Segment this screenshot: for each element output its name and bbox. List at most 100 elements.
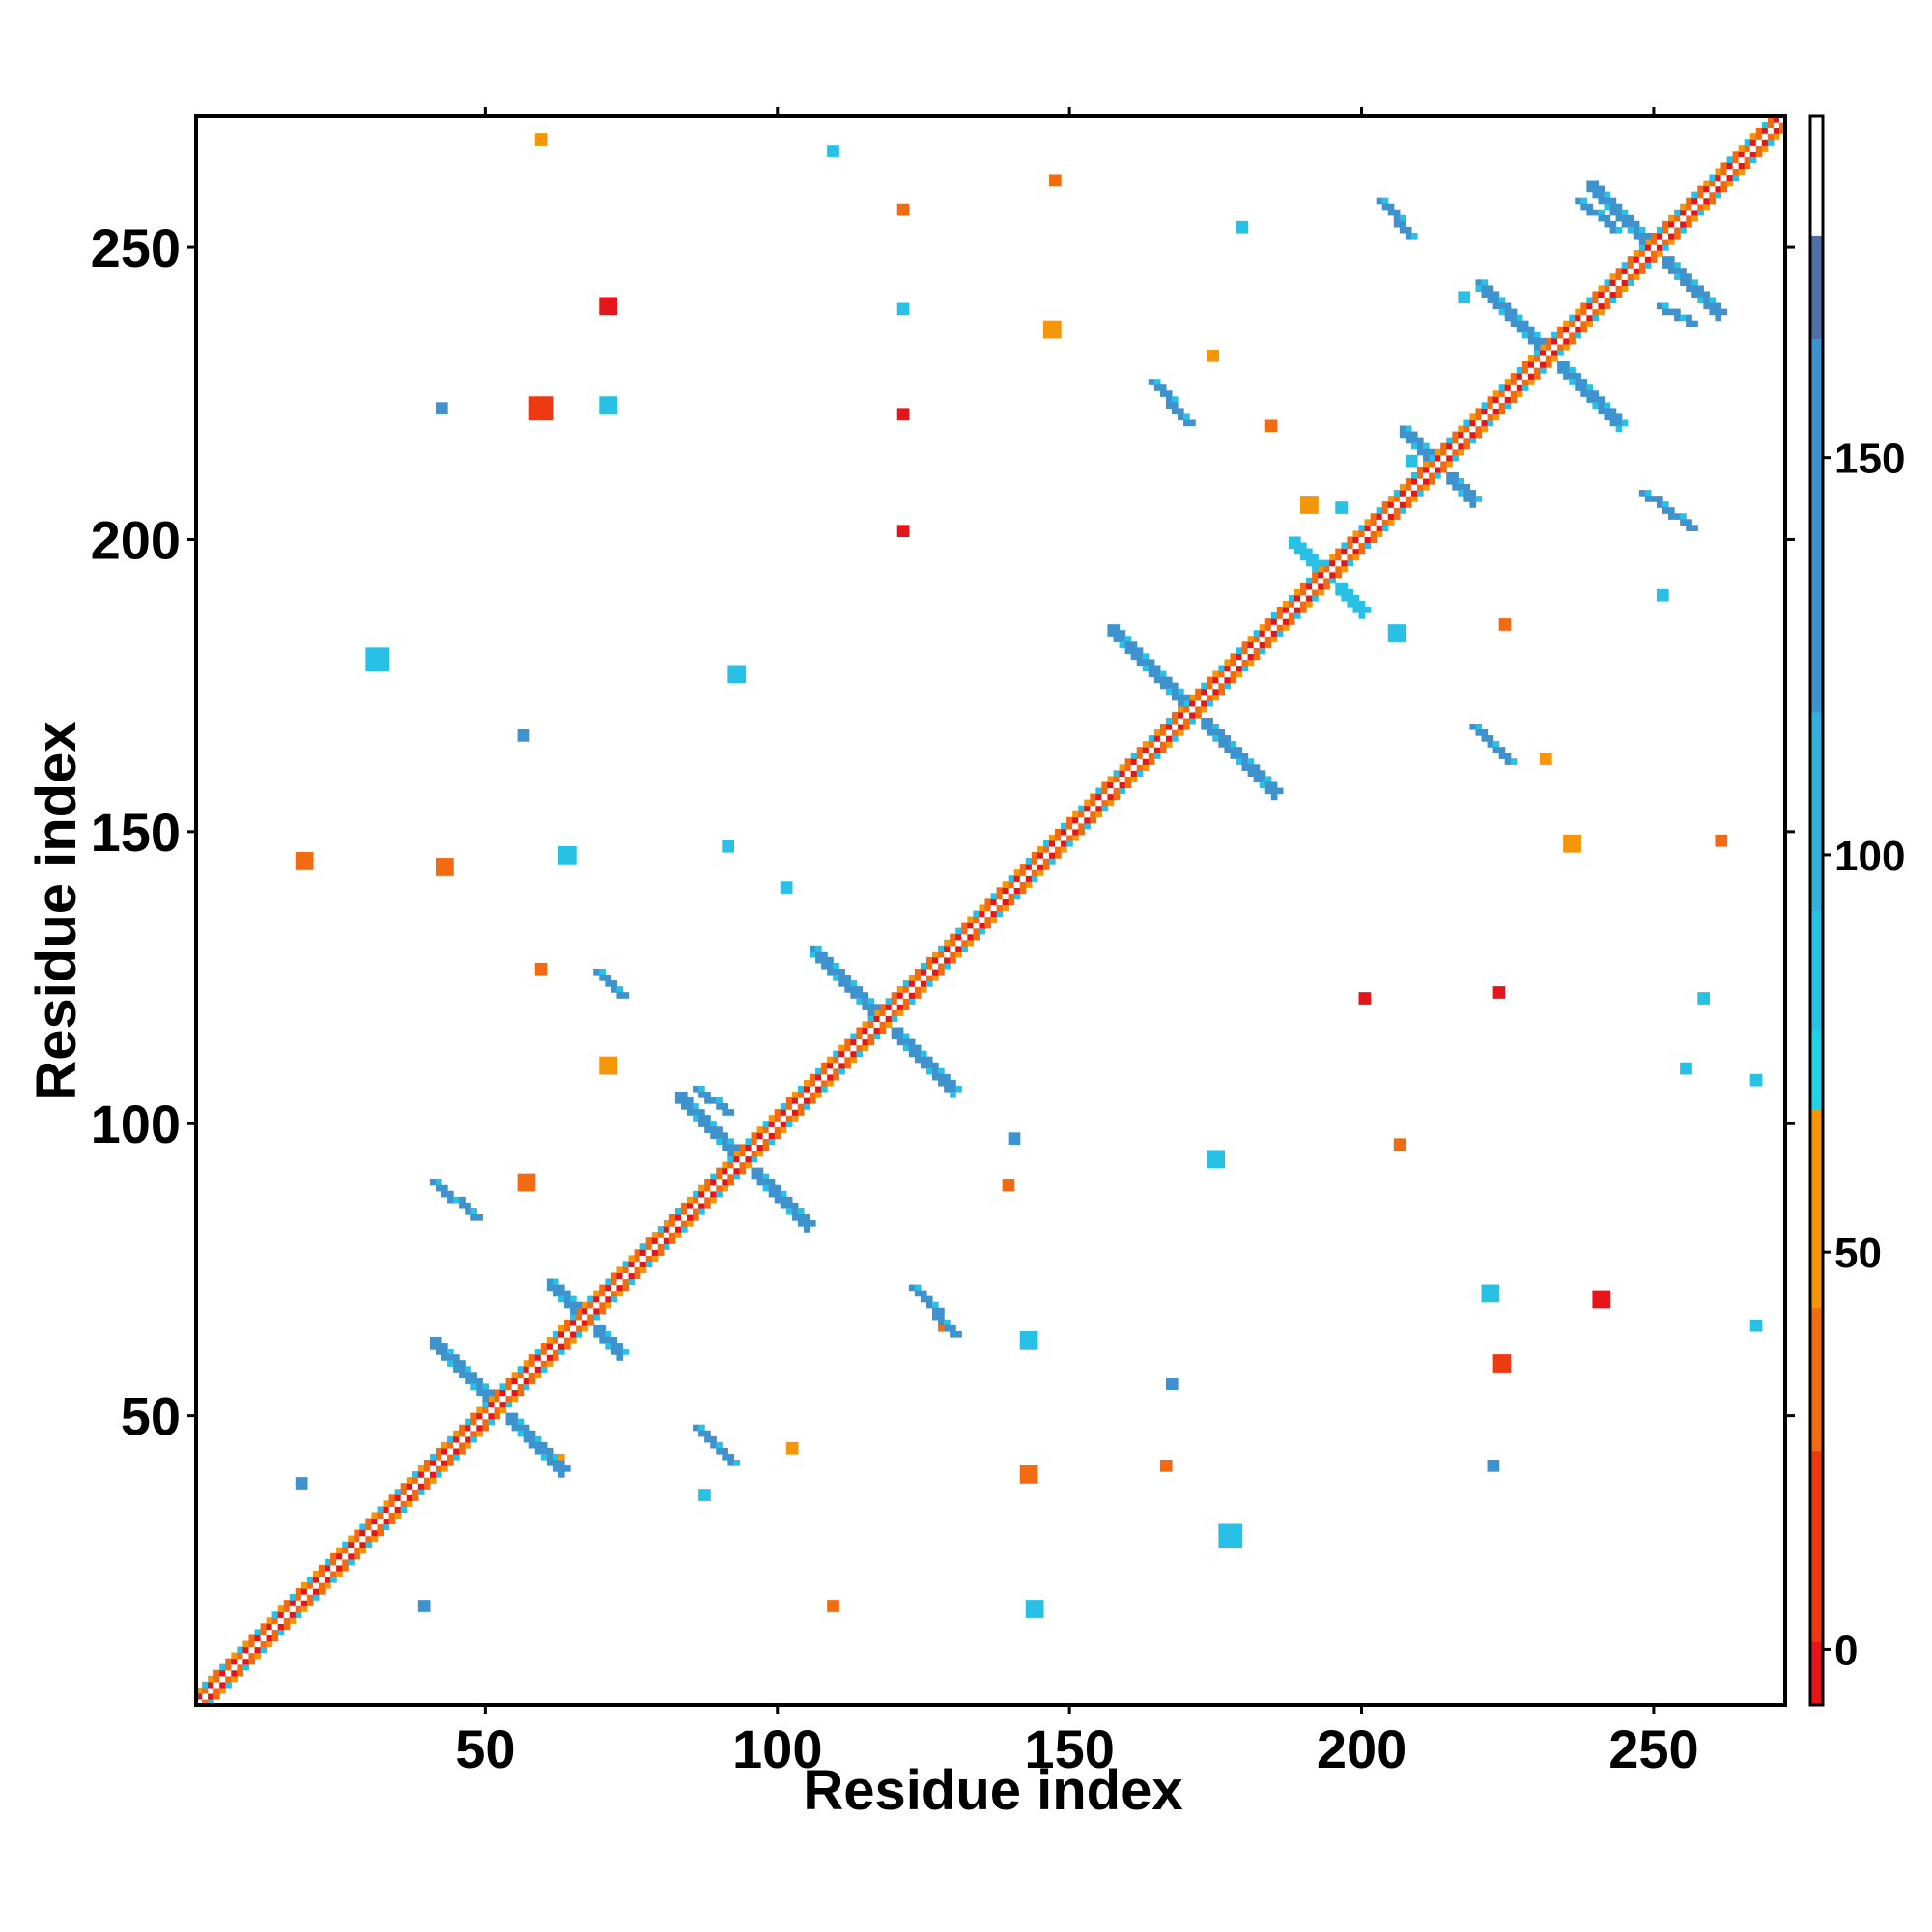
antiparallel-contact-cell [429,1336,437,1344]
diagonal-cell [1090,799,1096,807]
antiparallel-contact-cell [1609,419,1617,427]
antiparallel-contact-cell [867,1004,875,1010]
diagonal-cell [1376,525,1383,531]
antiparallel-contact-cell [1241,753,1249,759]
antiparallel-contact-cell [1463,496,1471,502]
contact-cell [599,1062,606,1069]
diagonal-cell [283,1623,291,1630]
strand-contact-cell [704,1435,711,1443]
diagonal-cell [289,1600,297,1606]
contact-cell [371,653,379,661]
antiparallel-contact-cell [517,1418,525,1426]
diagonal-cell [260,1640,268,1648]
diagonal-cell [1072,834,1079,841]
strand-contact-cell [470,1213,477,1221]
colorbar-band [1810,235,1823,339]
diagonal-cell [605,1278,611,1286]
diagonal-cell [417,1471,425,1478]
diagonal-cell [1259,624,1266,631]
antiparallel-contact-cell [523,1424,530,1432]
contact-cell [435,408,442,415]
diagonal-cell [1516,373,1523,380]
diagonal-cell [342,1547,349,1554]
diagonal-cell [576,1319,582,1326]
diagonal-cell [803,1085,810,1093]
strand-contact-cell [1662,501,1669,508]
diagonal-cell [1446,448,1453,456]
diagonal-cell [990,904,998,912]
diagonal-cell [277,1611,285,1618]
diagonal-cell [435,1453,442,1461]
strand-contact-cell [1387,203,1395,211]
diagonal-cell [1142,741,1150,748]
diagonal-cell [821,1062,828,1069]
antiparallel-contact-cell [1592,185,1600,193]
diagonal-cell [219,1669,226,1677]
contact-cell [1241,226,1249,234]
diagonal-cell [628,1272,636,1280]
antiparallel-contact-cell [833,975,839,981]
antiparallel-contact-cell [453,1366,460,1373]
diagonal-cell [231,1652,238,1660]
contact-cell [1165,1378,1173,1384]
diagonal-cell [388,1506,396,1514]
diagonal-cell [944,956,951,964]
strand-contact-cell [710,1097,717,1104]
diagonal-cell [336,1547,343,1554]
diagonal-cell [406,1477,413,1484]
diagonal-cell [1159,741,1167,748]
antiparallel-contact-cell [1270,781,1278,789]
diagonal-cell [248,1640,256,1648]
antiparallel-contact-cell [1498,308,1506,316]
diagonal-cell [1668,239,1675,245]
diagonal-cell [540,1349,548,1355]
diagonal-cell [237,1658,243,1665]
strand-contact-cell [716,1097,723,1104]
antiparallel-contact-cell [803,1213,810,1221]
diagonal-cell [821,1079,828,1087]
diagonal-cell [1101,805,1109,812]
antiparallel-contact-cell [1148,659,1155,667]
diagonal-cell [1031,858,1038,865]
contact-cell [1755,1324,1763,1332]
antiparallel-contact-cell [570,1301,577,1309]
diagonal-cell [862,1044,869,1052]
diagonal-cell [1008,893,1015,900]
contact-cell [611,402,618,409]
antiparallel-contact-cell [1230,741,1237,748]
diagonal-cell [1539,367,1547,374]
antiparallel-contact-cell [774,1184,781,1192]
strand-contact-cell [1405,232,1412,240]
diagonal-cell [844,1038,851,1046]
contact-cell [1575,839,1581,847]
diagonal-cell [383,1512,390,1520]
diagonal-cell [780,1121,787,1127]
diagonal-cell [1282,600,1290,608]
diagonal-cell [1475,413,1483,421]
contact-cell [727,845,734,853]
diagonal-cell [1592,308,1600,316]
antiparallel-contact-cell [850,986,857,993]
diagonal-cell [564,1343,571,1350]
diagonal-cell [873,1015,881,1023]
diagonal-cell [319,1582,326,1589]
antiparallel-contact-cell [564,1290,571,1297]
diagonal-cell [780,1115,787,1122]
antiparallel-contact-cell [1259,781,1266,789]
diagonal-cell [1709,180,1717,187]
diagonal-cell [546,1360,554,1367]
antiparallel-contact-cell [727,1150,734,1157]
diagonal-cell [1539,361,1547,368]
diagonal-cell [1113,781,1121,789]
antiparallel-contact-cell [1124,636,1132,642]
diagonal-cell [511,1383,519,1391]
diagonal-cell [774,1132,781,1139]
diagonal-cell [698,1190,705,1198]
antiparallel-contact-cell [1674,268,1681,274]
contact-cell [1207,1150,1213,1157]
antiparallel-contact-cell [914,1056,922,1064]
strand-contact-cell [1586,203,1594,211]
contact-cell [938,1324,945,1332]
diagonal-cell [1095,787,1103,795]
contact-cell [295,1483,302,1490]
